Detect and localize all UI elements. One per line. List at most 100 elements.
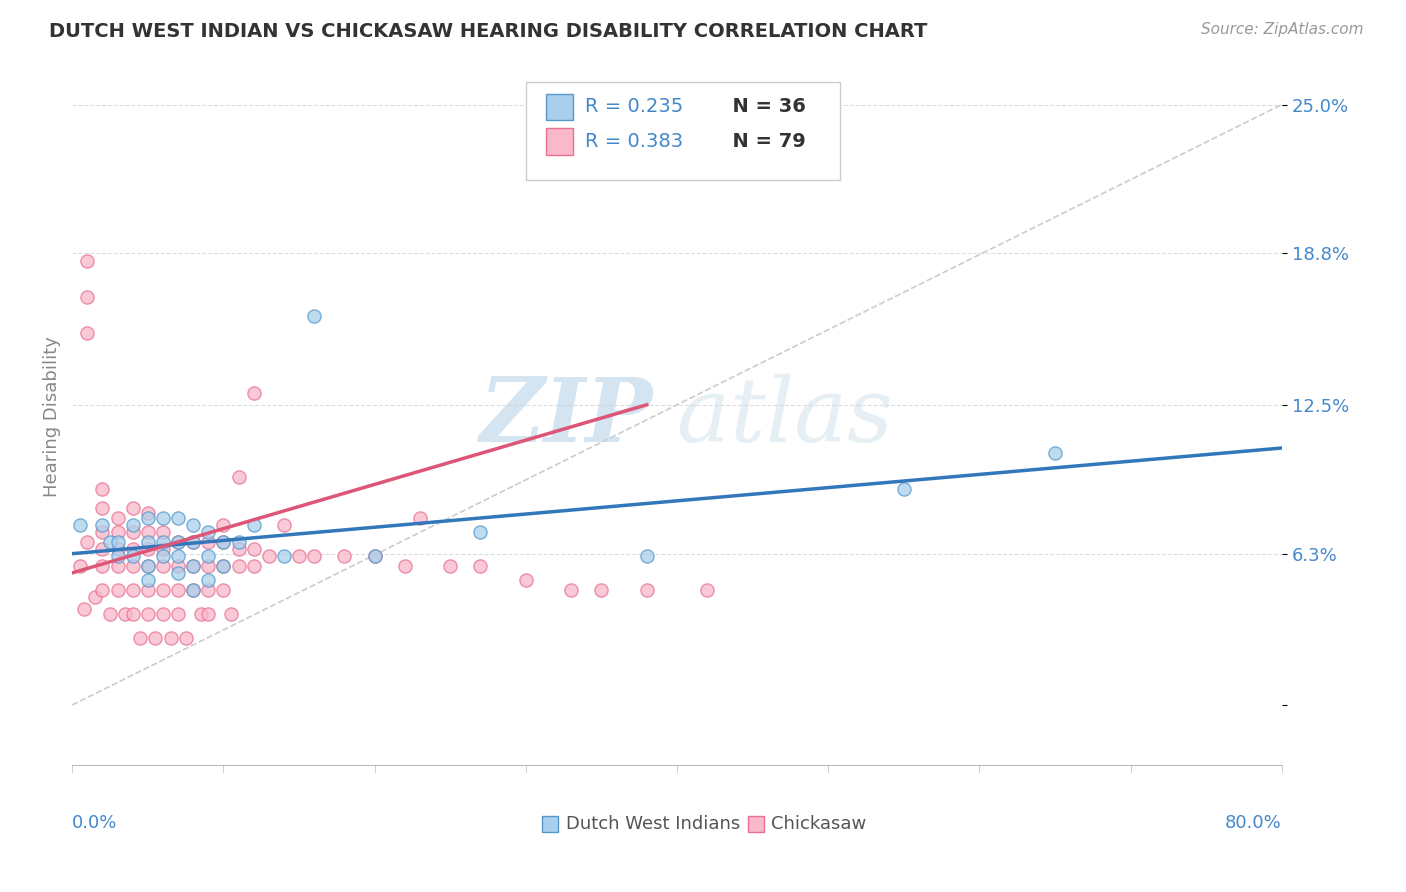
Text: N = 36: N = 36 [720,97,806,116]
Point [197,549,219,563]
Point [73,602,96,616]
Point [181,558,204,573]
Point [181,534,204,549]
Point [76,326,98,340]
Point [228,470,250,484]
Text: atlas: atlas [678,374,893,460]
Point [152,534,174,549]
Point [167,534,190,549]
Point [69,558,91,573]
Text: N = 79: N = 79 [720,132,806,151]
Point [636,549,658,563]
Point [1043,446,1066,460]
Point [363,549,385,563]
Point [560,582,582,597]
Point [76,290,98,304]
FancyBboxPatch shape [547,128,574,155]
Point [197,524,219,539]
Point [409,510,432,524]
Point [167,582,190,597]
Point [136,541,159,556]
Point [242,385,264,400]
Point [136,506,159,520]
Point [893,482,915,496]
Point [121,517,143,532]
Point [98,534,121,549]
Point [107,541,129,556]
Point [121,582,143,597]
Point [136,524,159,539]
Point [121,558,143,573]
Point [152,549,174,563]
Point [167,558,190,573]
Point [181,582,204,597]
Point [197,582,219,597]
Point [136,558,159,573]
Point [136,573,159,587]
Point [98,607,121,621]
Point [470,558,492,573]
Point [152,607,174,621]
Point [394,558,416,573]
Point [636,582,658,597]
Point [136,510,159,524]
Point [197,558,219,573]
Point [84,590,107,604]
Point [145,631,167,645]
Text: ZIP: ZIP [479,374,652,460]
FancyBboxPatch shape [526,82,841,180]
Point [242,517,264,532]
Point [696,582,718,597]
Point [107,510,129,524]
Point [167,607,190,621]
Point [69,517,91,532]
Point [212,558,235,573]
Point [181,582,204,597]
Point [136,607,159,621]
Text: DUTCH WEST INDIAN VS CHICKASAW HEARING DISABILITY CORRELATION CHART: DUTCH WEST INDIAN VS CHICKASAW HEARING D… [49,22,928,41]
Point [212,534,235,549]
Point [439,558,461,573]
Point [121,549,143,563]
Point [197,573,219,587]
Text: Dutch West Indians: Dutch West Indians [565,815,740,833]
Point [76,253,98,268]
Point [363,549,385,563]
Point [197,534,219,549]
Point [167,566,190,580]
Point [136,582,159,597]
Point [228,558,250,573]
FancyBboxPatch shape [547,94,574,120]
Point [212,517,235,532]
Point [121,501,143,516]
Point [190,607,212,621]
Point [470,524,492,539]
Point [242,558,264,573]
Point [107,558,129,573]
Point [515,573,537,587]
Point [212,582,235,597]
Point [91,582,114,597]
Point [91,482,114,496]
Point [91,517,114,532]
Point [121,607,143,621]
Point [288,549,311,563]
Text: R = 0.383: R = 0.383 [585,132,683,151]
Point [273,549,295,563]
Point [591,582,613,597]
Point [91,541,114,556]
Point [91,501,114,516]
Point [121,524,143,539]
Y-axis label: Hearing Disability: Hearing Disability [44,336,60,497]
Point [159,631,181,645]
Point [174,631,197,645]
Point [152,582,174,597]
Point [219,607,242,621]
Point [167,534,190,549]
Point [228,534,250,549]
Point [167,549,190,563]
Point [181,558,204,573]
Point [333,549,356,563]
Point [121,541,143,556]
Text: 80.0%: 80.0% [1225,814,1282,831]
